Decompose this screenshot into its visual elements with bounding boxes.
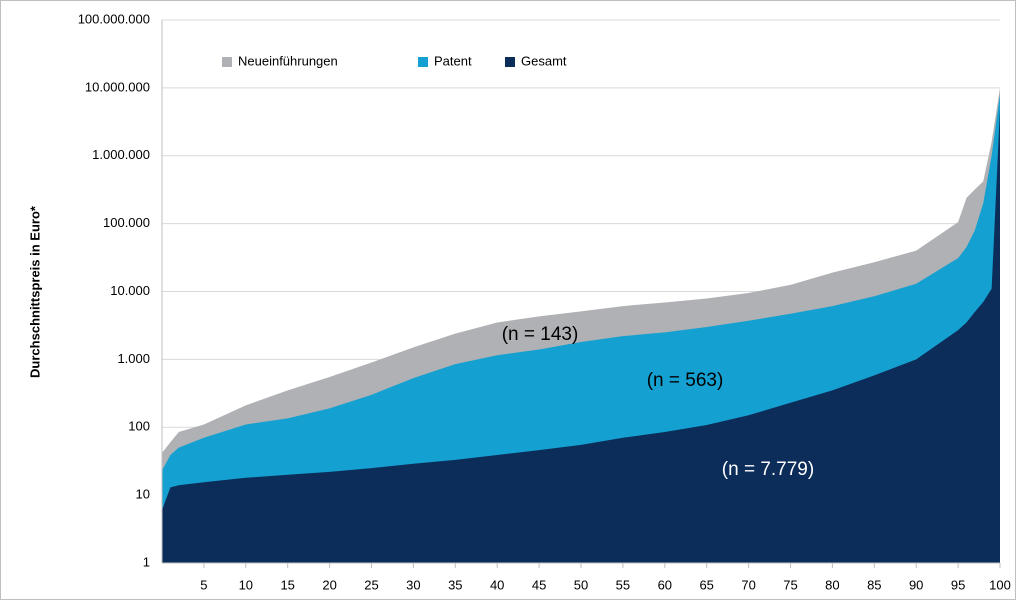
x-tick-label: 100 — [989, 577, 1011, 592]
y-tick-label: 10.000.000 — [85, 79, 150, 94]
annotation: (n = 143) — [502, 324, 579, 345]
x-tick-label: 85 — [867, 577, 881, 592]
area — [162, 108, 1000, 564]
x-tick-label: 25 — [364, 577, 378, 592]
legend-label: Neueinführungen — [238, 53, 338, 68]
x-tick-label: 15 — [280, 577, 294, 592]
x-tick-label: 60 — [658, 577, 672, 592]
x-tick-label: 20 — [322, 577, 336, 592]
x-tick-label: 80 — [825, 577, 839, 592]
x-tick-label: 5 — [200, 577, 207, 592]
y-tick-label: 1 — [143, 554, 150, 569]
y-tick-label: 100 — [128, 419, 150, 434]
legend-label: Gesamt — [521, 53, 567, 68]
annotation: (n = 563) — [647, 370, 724, 391]
x-tick-label: 55 — [616, 577, 630, 592]
x-tick-label: 10 — [239, 577, 253, 592]
y-axis-label: Durchschnittspreis in Euro* — [27, 205, 42, 378]
annotation: (n = 7.779) — [722, 459, 814, 480]
x-tick-label: 30 — [406, 577, 420, 592]
x-tick-label: 90 — [909, 577, 923, 592]
x-tick-label: 95 — [951, 577, 965, 592]
y-tick-label: 1.000.000 — [92, 147, 150, 162]
y-tick-label: 100.000 — [103, 215, 150, 230]
x-tick-label: 75 — [783, 577, 797, 592]
legend-swatch — [222, 57, 232, 67]
x-tick-label: 70 — [741, 577, 755, 592]
y-tick-label: 10.000 — [110, 283, 150, 298]
legend-label: Patent — [434, 53, 472, 68]
y-tick-label: 10 — [136, 487, 150, 502]
legend-swatch — [418, 57, 428, 67]
legend-swatch — [505, 57, 515, 67]
y-tick-label: 100.000.000 — [78, 11, 150, 26]
x-tick-label: 35 — [448, 577, 462, 592]
y-tick-label: 1.000 — [117, 351, 150, 366]
x-tick-label: 50 — [574, 577, 588, 592]
x-tick-label: 45 — [532, 577, 546, 592]
x-tick-label: 40 — [490, 577, 504, 592]
x-tick-label: 65 — [699, 577, 713, 592]
